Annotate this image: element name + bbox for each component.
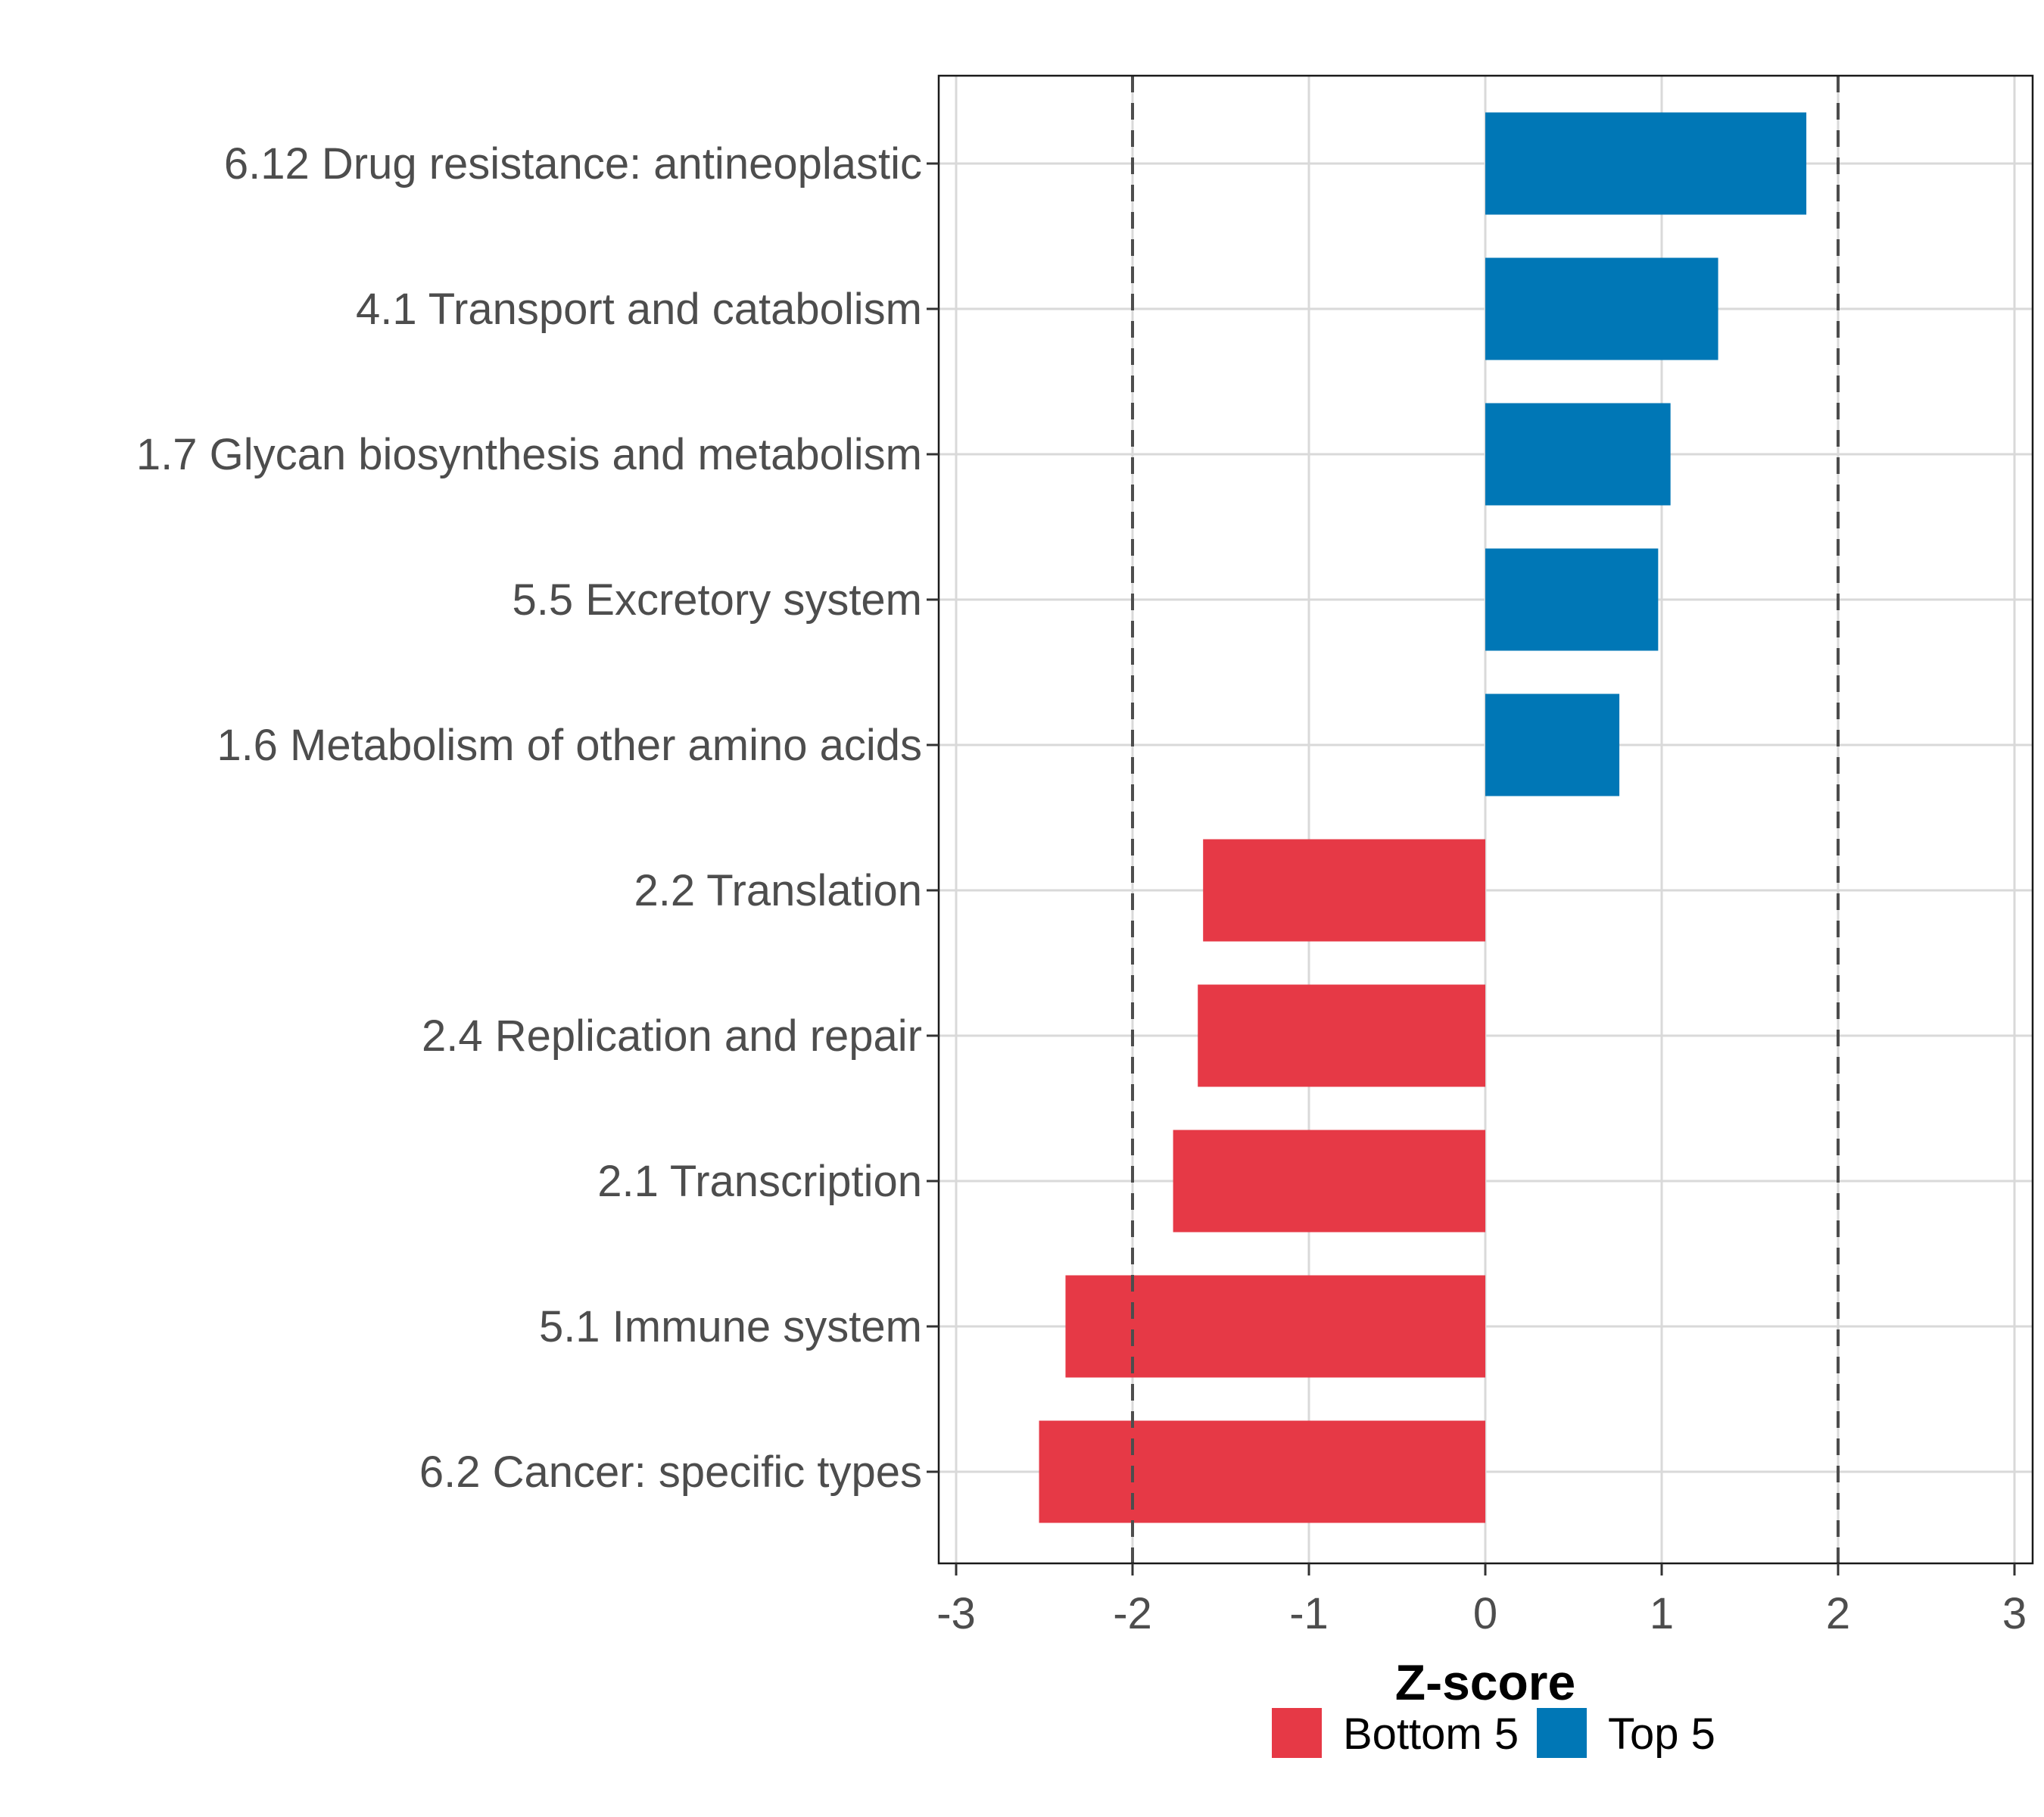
bars: [1039, 112, 1807, 1523]
bar-bottom-7: [1173, 1130, 1485, 1233]
y-axis: 6.12 Drug resistance: antineoplastic 4.1 …: [136, 139, 939, 1497]
y-tick-label: 2.2 Translation: [634, 866, 922, 915]
y-tick-label: 1.7 Glycan biosynthesis and metabolism: [136, 430, 922, 479]
y-tick-label: 2.4 Replication and repair: [422, 1011, 922, 1061]
bar-bottom-8: [1065, 1275, 1485, 1378]
legend: Bottom 5 Top 5: [1272, 1708, 1715, 1759]
x-tick-label: 1: [1650, 1589, 1674, 1638]
legend-swatch-top-5: [1537, 1708, 1587, 1758]
x-tick-label: -3: [936, 1589, 976, 1638]
bar-top-2: [1485, 403, 1671, 506]
x-tick-label: 3: [2002, 1589, 2027, 1638]
reference-lines: [1131, 76, 1840, 1563]
bar-top-4: [1485, 693, 1620, 796]
bar-bottom-9: [1039, 1420, 1485, 1523]
bar-bottom-5: [1203, 839, 1485, 942]
y-tick-label: 5.1 Immune system: [539, 1302, 922, 1351]
legend-swatch-bottom-5: [1272, 1708, 1322, 1758]
x-tick-label: -1: [1289, 1589, 1329, 1638]
y-tick-label: 5.5 Excretory system: [513, 575, 922, 625]
x-axis-title: Z-score: [1395, 1654, 1575, 1710]
legend-label: Top 5: [1608, 1709, 1715, 1759]
y-tick-label: 2.1 Transcription: [597, 1157, 922, 1206]
bar-top-3: [1485, 548, 1659, 651]
y-tick-label: 1.6 Metabolism of other amino acids: [217, 721, 922, 770]
y-tick-label: 4.1 Transport and catabolism: [356, 285, 922, 334]
bar-top-0: [1485, 112, 1807, 215]
bar-top-1: [1485, 257, 1718, 360]
x-axis: -3 -2 -1 0 1 2 3: [936, 1563, 2027, 1638]
x-tick-label: 0: [1473, 1589, 1497, 1638]
x-tick-label: 2: [1826, 1589, 1850, 1638]
y-tick-label: 6.2 Cancer: specific types: [419, 1448, 922, 1497]
bar-bottom-6: [1198, 984, 1485, 1087]
legend-label: Bottom 5: [1343, 1709, 1519, 1759]
y-tick-label: 6.12 Drug resistance: antineoplastic: [224, 139, 922, 189]
x-tick-label: -2: [1113, 1589, 1152, 1638]
